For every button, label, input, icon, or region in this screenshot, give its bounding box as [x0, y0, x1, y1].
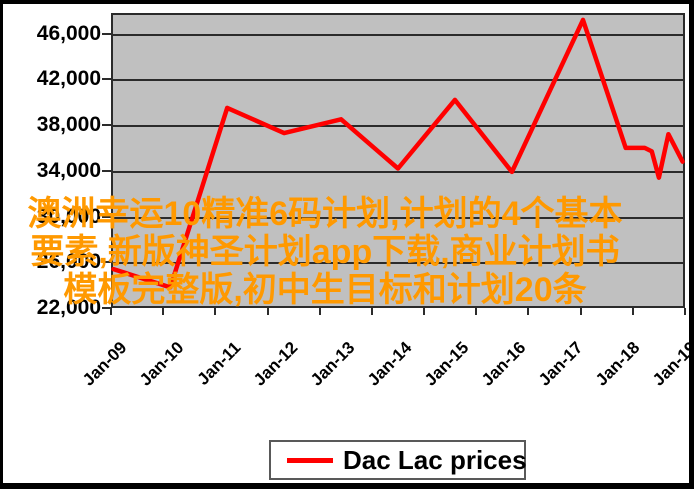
- watermark-line: 澳洲幸运10精准6码计划,计划的4个基本: [27, 195, 623, 233]
- x-axis-tick: [579, 308, 582, 315]
- y-gridline: [113, 125, 683, 128]
- y-axis-tick-label: 34,000: [36, 158, 101, 182]
- y-axis-tick-label: 30,000: [36, 204, 101, 228]
- price-line-series: [111, 17, 685, 290]
- series-layer: [111, 17, 685, 290]
- y-axis-tick: [102, 307, 111, 309]
- y-gridline: [113, 79, 683, 82]
- x-axis-tick: [162, 308, 165, 315]
- y-axis-tick-label: 26,000: [36, 250, 101, 274]
- plot-area: [111, 13, 685, 308]
- y-axis-tick: [102, 261, 111, 264]
- legend-line-marker: [287, 457, 333, 463]
- y-axis-tick-label: 42,000: [36, 67, 101, 91]
- x-axis-tick: [266, 308, 269, 315]
- watermark-line: 模板完整版,初中生目标和计划20条: [63, 271, 587, 309]
- legend-label: Dac Lac prices: [343, 445, 527, 475]
- y-gridline: [113, 170, 683, 173]
- y-axis-tick: [102, 169, 111, 172]
- y-axis-tick-label: 38,000: [36, 113, 101, 137]
- x-axis-tick: [475, 308, 478, 315]
- y-axis-tick: [102, 78, 111, 81]
- x-axis-tick: [684, 308, 686, 315]
- x-axis-tick: [631, 308, 634, 315]
- watermark-overlay: 澳洲幸运10精准6码计划,计划的4个基本 要素,新版神圣计划app下载,商业计划…: [3, 195, 647, 309]
- legend-box: Dac Lac prices: [269, 440, 527, 480]
- x-axis-tick: [527, 308, 530, 315]
- y-axis-tick: [102, 124, 111, 127]
- y-axis-tick-label: 22,000: [36, 296, 101, 319]
- y-axis-tick: [102, 32, 111, 35]
- x-axis-tick: [214, 308, 217, 315]
- y-axis-tick-label: 46,000: [36, 21, 101, 45]
- x-axis-tick: [423, 308, 426, 315]
- x-axis-tick: [370, 308, 373, 315]
- y-gridline: [113, 216, 683, 219]
- x-axis-tick: [110, 308, 112, 315]
- x-axis-tick: [318, 308, 321, 315]
- watermark-line: 要素,新版神圣计划app下载,商业计划书: [30, 233, 620, 271]
- y-gridline: [113, 262, 683, 265]
- y-axis-tick: [102, 215, 111, 218]
- y-gridline: [113, 33, 683, 36]
